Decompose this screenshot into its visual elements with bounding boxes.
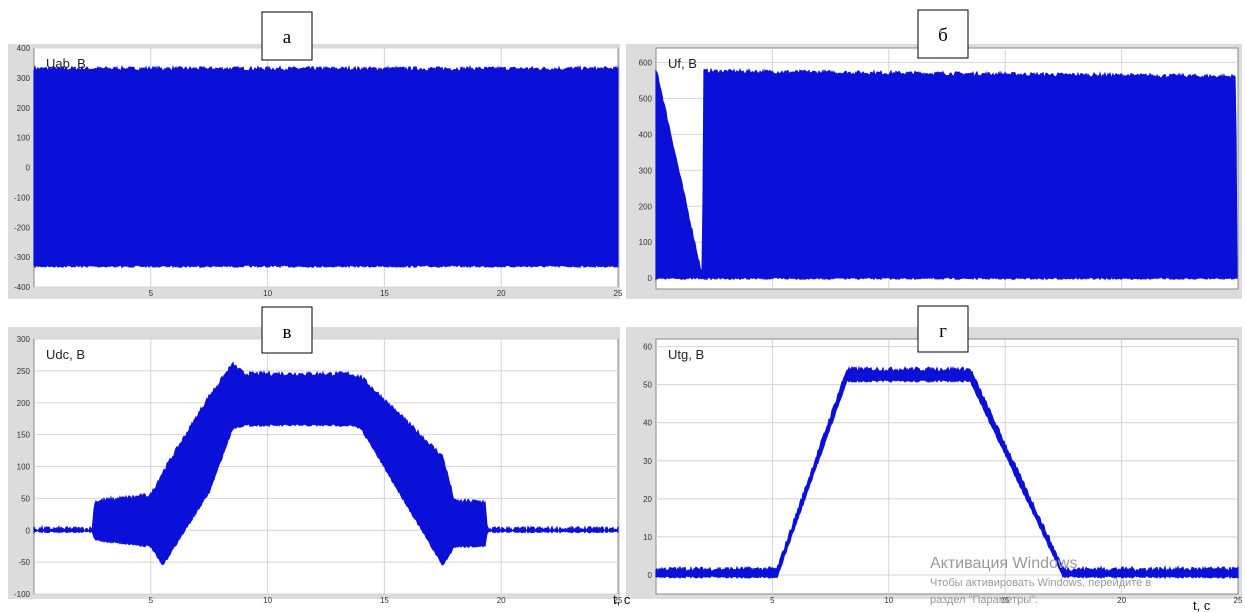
x-tick-label: 20: [1117, 596, 1126, 605]
panel-a-letter: а: [283, 27, 292, 48]
y-tick-label: -100: [14, 590, 31, 599]
panel-a-letter-box: а: [261, 11, 313, 61]
panel-v-letter: в: [283, 322, 292, 343]
signal-trace-a: [33, 64, 619, 269]
y-tick-label: 600: [639, 58, 653, 67]
y-axis-label-v: Udc, В: [46, 347, 85, 362]
y-tick-label: 0: [26, 526, 31, 535]
y-tick-label: 400: [639, 130, 653, 139]
y-tick-label: 100: [639, 238, 653, 247]
panel-v-letter-box: в: [261, 306, 313, 354]
x-tick-label: 15: [1001, 596, 1010, 605]
y-tick-label: 100: [17, 134, 31, 143]
panel-v-xlabel: t, с: [613, 592, 631, 607]
x-tick-label: 15: [380, 596, 389, 605]
y-tick-label: 50: [21, 494, 30, 503]
y-axis-label-b: Uf, В: [668, 56, 697, 71]
y-tick-label: 60: [643, 343, 652, 352]
y-axis-label-a: Uab, В: [46, 56, 86, 71]
x-tick-label: 25: [614, 289, 623, 298]
y-axis-label-g: Utg, В: [668, 347, 704, 362]
x-tick-label: 25: [614, 596, 623, 605]
x-tick-label: 10: [263, 596, 272, 605]
panel-b-letter-box: б: [917, 9, 969, 59]
signal-trace-v: [33, 361, 619, 566]
y-tick-label: 50: [643, 381, 652, 390]
panel-g-letter: г: [939, 321, 947, 342]
panel-g: 60 50 40 30 20 10 0 5 10 15 20 25 Utg, В: [643, 338, 1243, 605]
y-tick-label: 150: [17, 431, 31, 440]
panel-b: 600 500 400 300 200 100 0 Uf, В: [639, 47, 1239, 290]
panel-g-letter-box: г: [917, 305, 969, 353]
y-tick-label: 20: [643, 495, 652, 504]
signal-trace-g: [655, 365, 1239, 580]
x-tick-label: 25: [1234, 596, 1243, 605]
y-tick-label: 0: [648, 274, 653, 283]
y-tick-label: 250: [17, 367, 31, 376]
y-tick-label: 200: [17, 104, 31, 113]
x-tick-label: 5: [770, 596, 775, 605]
y-tick-label: 200: [17, 399, 31, 408]
y-tick-label: -50: [18, 558, 30, 567]
y-tick-label: -400: [14, 283, 31, 292]
y-tick-label: -100: [14, 193, 31, 202]
y-tick-label: 10: [643, 533, 652, 542]
x-tick-label: 20: [497, 596, 506, 605]
y-tick-label: 0: [648, 571, 653, 580]
signal-trace-b: [655, 67, 1238, 281]
y-tick-label: 40: [643, 419, 652, 428]
panel-g-xlabel: t, с: [1193, 598, 1211, 612]
y-tick-label: -300: [14, 253, 31, 262]
panel-a: 400 300 200 100 0 -100 -200 -300 -400 5 10 15 20 25 Ua…: [14, 44, 623, 298]
watermark-line1: Чтобы активировать Windows, перейдите в: [930, 577, 1151, 589]
x-tick-label: 5: [149, 596, 154, 605]
y-tick-label: 300: [17, 335, 31, 344]
x-tick-label: 5: [149, 289, 154, 298]
y-tick-label: 400: [17, 44, 31, 53]
panel-v: 300 250 200 150 100 50 0 -50 -100 5 10 15 20 25 Udc, В: [14, 335, 623, 605]
y-tick-label: -200: [14, 223, 31, 232]
y-tick-label: 300: [17, 74, 31, 83]
watermark-line2: раздел "Параметры".: [930, 594, 1038, 606]
y-tick-label: 200: [639, 202, 653, 211]
y-tick-label: 300: [639, 166, 653, 175]
activation-watermark: Активация Windows Чтобы активировать Win…: [930, 555, 1151, 606]
y-tick-label: 100: [17, 463, 31, 472]
y-tick-label: 30: [643, 457, 652, 466]
x-tick-label: 15: [380, 289, 389, 298]
panel-b-letter: б: [938, 25, 948, 46]
y-tick-label: 0: [26, 164, 31, 173]
watermark-title: Активация Windows: [930, 555, 1077, 572]
x-tick-label: 20: [497, 289, 506, 298]
y-tick-label: 500: [639, 94, 653, 103]
x-tick-label: 10: [884, 596, 893, 605]
x-tick-label: 10: [263, 289, 272, 298]
